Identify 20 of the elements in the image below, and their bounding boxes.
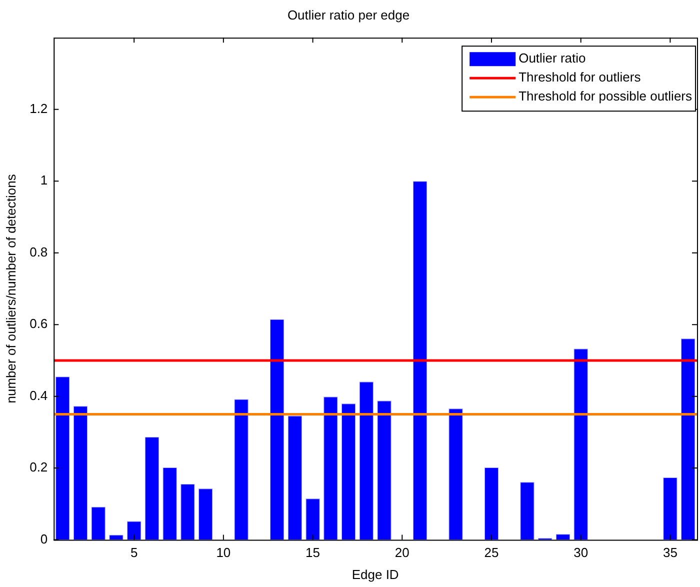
y-tick-label: 0.2	[30, 460, 48, 475]
x-tick-label: 35	[662, 545, 678, 560]
y-tick-label: 0.6	[30, 316, 48, 332]
y-tick-label: 0	[40, 531, 48, 546]
x-axis-title: Edge ID	[352, 566, 399, 582]
x-tick-label: 5	[130, 545, 138, 560]
y-tick-label: 1.2	[30, 100, 48, 116]
legend-label: Outlier ratio	[518, 50, 586, 66]
x-tick-label: 30	[574, 545, 588, 560]
x-tick-label: 25	[484, 545, 499, 560]
y-axis-title: number of outliers/number of detections	[3, 174, 18, 404]
chart-title: Outlier ratio per edge	[287, 7, 410, 22]
x-tick-label: 15	[306, 545, 320, 560]
legend-label: Threshold for possible outliers	[518, 88, 692, 104]
legend-label: Threshold for outliers	[518, 70, 642, 85]
y-tick-label: 0.8	[30, 244, 48, 260]
x-tick-label: 10	[216, 545, 231, 560]
y-tick-label: 1	[40, 172, 48, 188]
y-tick-label: 0.4	[30, 388, 48, 403]
x-tick-label: 20	[394, 545, 410, 560]
